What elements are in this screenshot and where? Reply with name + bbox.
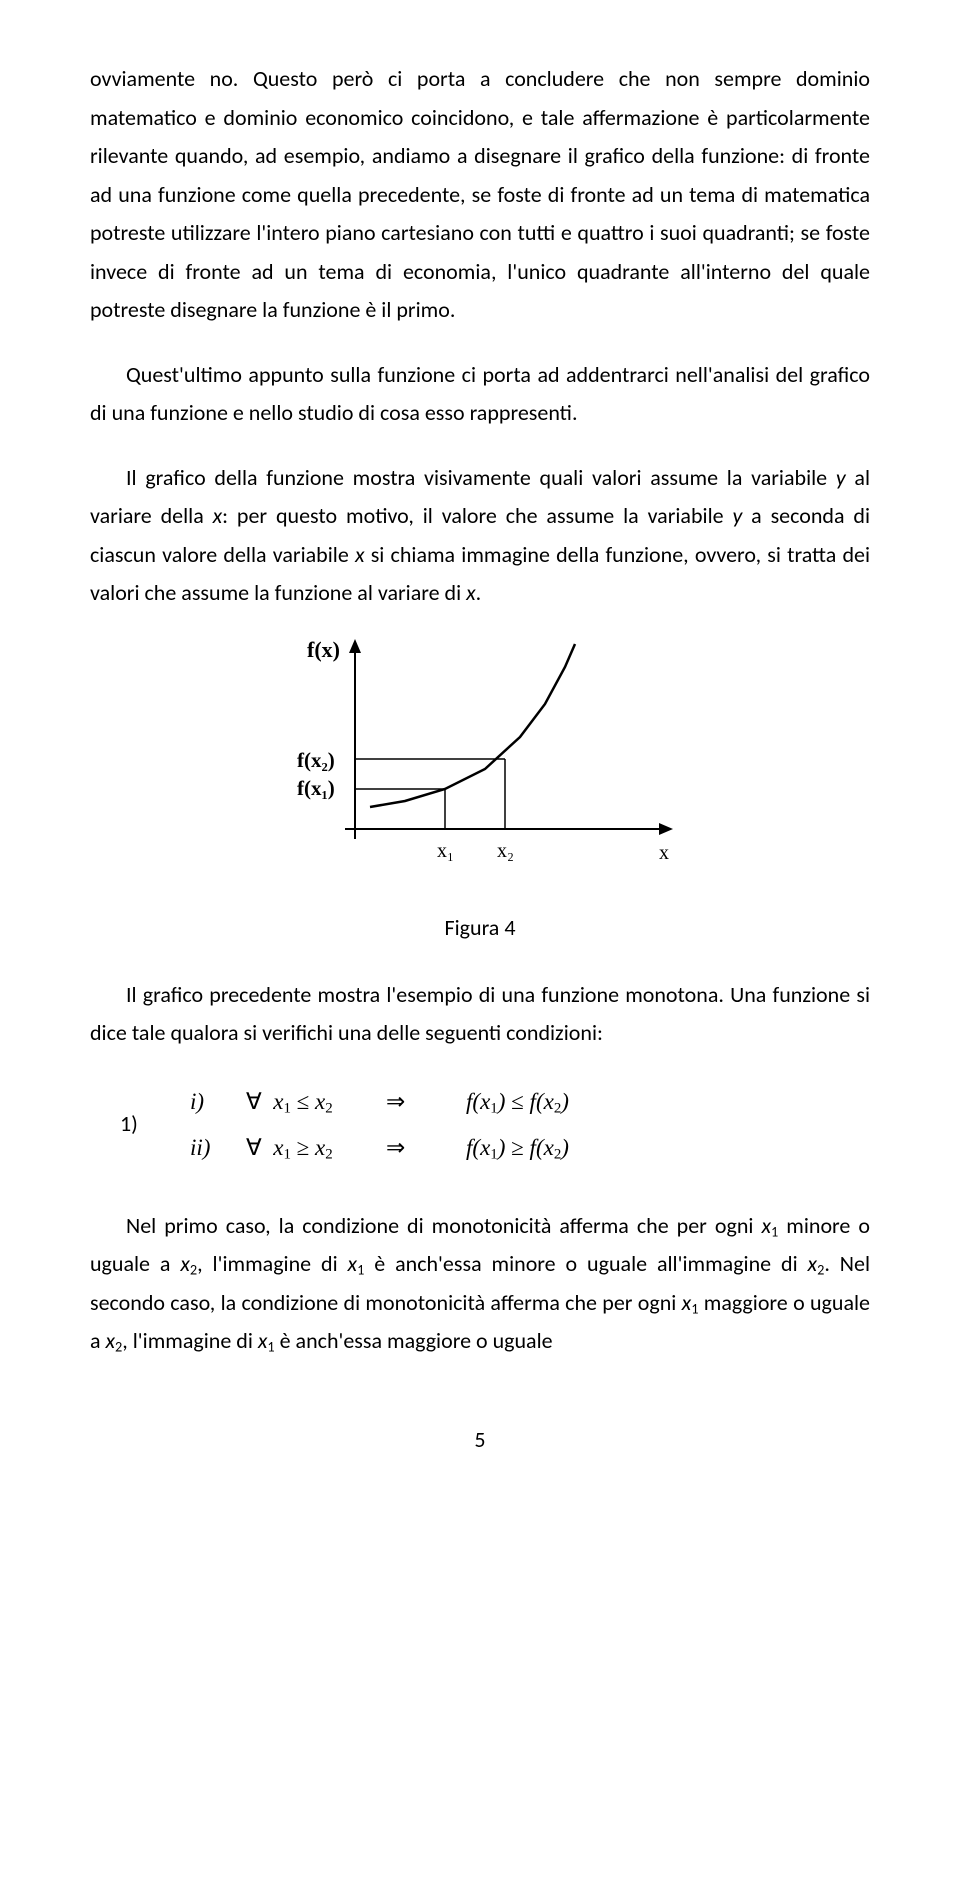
- p5-x2-b: x2: [808, 1250, 825, 1277]
- var-x-1: x: [213, 502, 223, 529]
- eq-i-rhs: f(x1) ≤ f(x2): [466, 1079, 569, 1125]
- paragraph-4: Il grafico precedente mostra l'esempio d…: [90, 976, 870, 1053]
- p5-x1-c: x1: [682, 1289, 699, 1316]
- label-x2: x₂: [497, 840, 514, 862]
- p5-d: è anch'essa minore o uguale all'immagine…: [364, 1250, 807, 1277]
- label-fx1: f(x₁): [297, 776, 335, 800]
- p5-x1-a: x1: [761, 1212, 778, 1239]
- eq-i-s2: 2: [325, 1100, 332, 1116]
- label-x: x: [659, 842, 669, 864]
- eq-i-f1: f: [466, 1089, 472, 1114]
- eq-ii-label: ii): [190, 1125, 246, 1171]
- eq-ii-rel2: ≥: [511, 1135, 524, 1160]
- paragraph-1: ovviamente no. Questo però ci porta a co…: [90, 60, 870, 330]
- eq-i-fx1: x: [480, 1089, 490, 1114]
- p5-x1-b: x1: [348, 1250, 365, 1277]
- p5-x2-a: x2: [180, 1250, 197, 1277]
- eq-ii-fx2: x: [544, 1135, 554, 1160]
- eq-ii-arrow: ⇒: [386, 1125, 466, 1171]
- y-axis-arrow-icon: [349, 639, 361, 653]
- p5-h: è anch'essa maggiore o uguale: [275, 1327, 553, 1354]
- p5-g: , l'immagine di: [122, 1327, 258, 1354]
- equation-1-row-i: i) ∀ x1 ≤ x2 ⇒ f(x1) ≤ f(x2): [190, 1079, 870, 1125]
- p5-x1-d: x1: [258, 1327, 275, 1354]
- var-x-2: x: [355, 541, 365, 568]
- label-fy: f(x): [307, 639, 340, 662]
- var-y-2: y: [732, 502, 742, 529]
- x-axis-arrow-icon: [659, 823, 673, 835]
- eq-i-fx2: x: [544, 1089, 554, 1114]
- function-curve: [370, 644, 575, 807]
- var-x-3: x: [466, 579, 476, 606]
- eq-ii-f1: f: [466, 1135, 472, 1160]
- p5-x2-c: x2: [106, 1327, 123, 1354]
- eq-i-label: i): [190, 1079, 246, 1125]
- eq-i-rel: ≤: [297, 1089, 310, 1114]
- eq-ii-fs1: 1: [490, 1146, 497, 1162]
- figure-4-caption: Figura 4: [90, 909, 870, 948]
- p3-text-a: Il grafico della funzione mostra visivam…: [126, 464, 836, 491]
- eq-ii-fx1: x: [480, 1135, 490, 1160]
- equation-1-row-ii: ii) ∀ x1 ≥ x2 ⇒ f(x1) ≥ f(x2): [190, 1125, 870, 1171]
- equation-1-body: i) ∀ x1 ≤ x2 ⇒ f(x1) ≤ f(x2) ii) ∀ x1 ≥ …: [190, 1079, 870, 1171]
- eq-i-arrow: ⇒: [386, 1079, 466, 1125]
- eq-ii-quant: ∀ x1 ≥ x2: [246, 1125, 386, 1171]
- eq-ii-x2: x: [315, 1135, 325, 1160]
- eq-i-fs2: 2: [554, 1100, 561, 1116]
- eq-ii-forall: ∀: [246, 1135, 262, 1160]
- p5-a: Nel primo caso, la condizione di monoton…: [126, 1212, 761, 1239]
- label-x1: x₁: [437, 840, 454, 862]
- eq-i-forall: ∀: [246, 1089, 262, 1114]
- eq-i-quant: ∀ x1 ≤ x2: [246, 1079, 386, 1125]
- eq-ii-s1: 1: [283, 1146, 290, 1162]
- eq-i-x2: x: [315, 1089, 325, 1114]
- eq-ii-f2: f: [530, 1135, 536, 1160]
- p3-text-f: .: [476, 579, 482, 606]
- eq-ii-fs2: 2: [554, 1146, 561, 1162]
- p5-c: , l'immagine di: [197, 1250, 347, 1277]
- paragraph-3: Il grafico della funzione mostra visivam…: [90, 459, 870, 613]
- eq-ii-s2: 2: [325, 1146, 332, 1162]
- eq-i-s1: 1: [283, 1100, 290, 1116]
- equation-1-number: 1): [90, 1105, 190, 1144]
- paragraph-5: Nel primo caso, la condizione di monoton…: [90, 1207, 870, 1361]
- equation-1: 1) i) ∀ x1 ≤ x2 ⇒ f(x1) ≤ f(x2) ii) ∀ x1…: [90, 1079, 870, 1171]
- eq-ii-rhs: f(x1) ≥ f(x2): [466, 1125, 569, 1171]
- page-number: 5: [90, 1421, 870, 1460]
- eq-i-rel2: ≤: [511, 1089, 524, 1114]
- eq-i-x1: x: [273, 1089, 283, 1114]
- eq-i-fs1: 1: [490, 1100, 497, 1116]
- paragraph-2: Quest'ultimo appunto sulla funzione ci p…: [90, 356, 870, 433]
- var-y: y: [836, 464, 846, 491]
- figure-4: f(x) f(x₂) f(x₁) x₁ x₂ x: [90, 639, 870, 892]
- eq-i-f2: f: [530, 1089, 536, 1114]
- eq-ii-x1: x: [273, 1135, 283, 1160]
- label-fx2: f(x₂): [297, 748, 335, 772]
- p3-text-c: : per questo motivo, il valore che assum…: [222, 502, 732, 529]
- figure-4-svg: f(x) f(x₂) f(x₁) x₁ x₂ x: [245, 639, 715, 879]
- eq-ii-rel: ≥: [297, 1135, 310, 1160]
